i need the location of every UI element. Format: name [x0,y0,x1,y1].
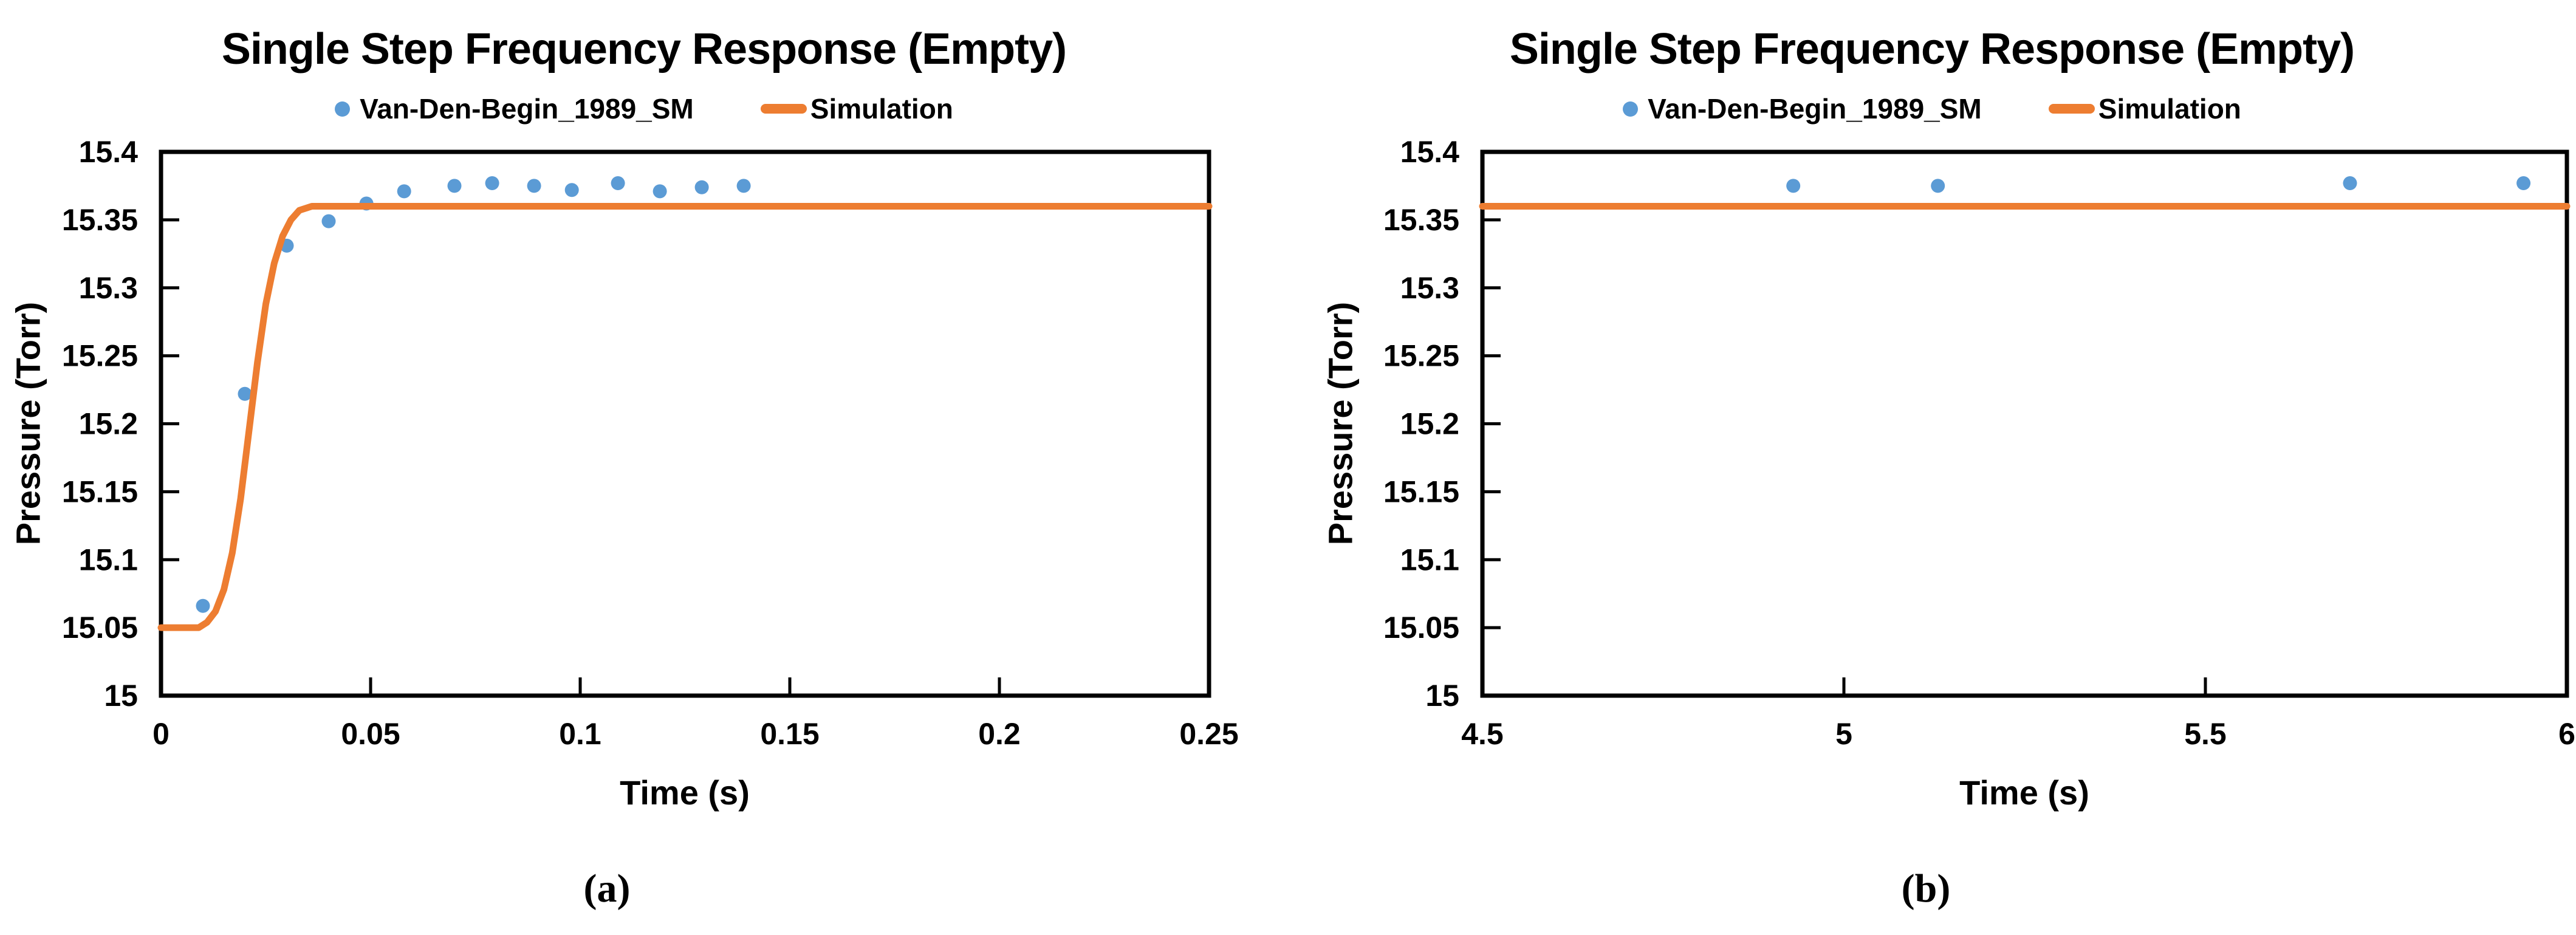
y-axis-title: Pressure (Torr) [1321,301,1360,546]
y-tick-label: 15.15 [1383,474,1459,509]
legend-item-experiment: Van-Den-Begin_1989_SM [335,92,694,125]
x-tick-label: 4.5 [1461,717,1504,751]
data-point [447,179,462,193]
legend-label: Simulation [810,93,953,125]
y-tick-label: 15.3 [79,271,138,305]
scatter-marker-icon [335,101,351,117]
y-tick-label: 15 [1425,679,1459,713]
y-axis-title: Pressure (Torr) [9,301,47,546]
plot-area: 15 15.05 15.1 15.15 15.2 15.25 15.3 15.35 15.4 4.… [1383,135,2575,751]
x-tick-label: 6 [2558,717,2575,751]
y-tick-label: 15.4 [79,135,139,169]
data-point [564,183,579,197]
y-tick-label: 15.4 [1400,135,1460,169]
data-point [485,176,499,190]
y-tick-label: 15.35 [1383,203,1459,237]
line-marker-icon [760,104,807,114]
scatter-marker-icon [1623,101,1639,117]
data-point [1786,179,1801,193]
y-tick-label: 15.05 [1383,611,1459,645]
chart-title: Single Step Frequency Response (Empty) [1509,25,2355,74]
panel-letter-label: (a) [583,866,631,911]
x-tick-label: 5.5 [2184,717,2227,751]
x-tick-label: 0.2 [978,717,1021,751]
legend-item-experiment: Van-Den-Begin_1989_SM [1623,92,1982,125]
legend-item-simulation: Simulation [2048,92,2241,125]
legend: Van-Den-Begin_1989_SM Simulation [0,92,1288,125]
legend-label: Van-Den-Begin_1989_SM [360,93,694,125]
y-tick-label: 15.15 [62,474,138,509]
plot-border [1480,149,2569,698]
x-axis-title: Time (s) [1959,773,2089,812]
line-marker-icon [2048,104,2095,114]
data-point [2516,176,2531,190]
y-tick-label: 15.1 [1400,543,1459,577]
legend-item-simulation: Simulation [760,92,953,125]
data-point [321,214,336,228]
x-axis-title: Time (s) [620,773,750,812]
y-tick-label: 15.2 [1400,407,1459,441]
panel-a: Single Step Frequency Response (Empty) V… [0,25,1288,911]
plot-area: 15 15.05 15.1 15.15 15.2 15.25 15.3 15.35 15.4 0 0… [62,135,1239,751]
legend: Van-Den-Begin_1989_SM Simulation [1288,92,2576,125]
panel-letter-label: (b) [1901,866,1951,911]
data-point [694,180,709,194]
simulation-line [157,203,1213,631]
data-point [653,184,667,199]
y-tick-label: 15 [104,679,138,713]
y-tick-label: 15.05 [62,611,138,645]
y-tick-label: 15.25 [62,339,138,373]
y-tick-label: 15.3 [1400,271,1459,305]
x-tick-label: 0.25 [1179,717,1238,751]
data-point [1931,179,1945,193]
legend-label: Van-Den-Begin_1989_SM [1648,93,1982,125]
data-point [238,386,252,401]
x-tick-label: 0.15 [760,717,819,751]
data-point [196,598,210,613]
chart-title: Single Step Frequency Response (Empty) [221,25,1067,74]
plot-border [159,149,1211,698]
data-point [611,176,625,190]
data-point [736,179,751,193]
y-tick-label: 15.25 [1383,339,1459,373]
x-tick-label: 0.05 [341,717,400,751]
y-tick-label: 15.35 [62,203,138,237]
data-point [527,179,541,193]
y-tick-label: 15.1 [79,543,138,577]
data-point [2343,176,2357,190]
x-tick-label: 5 [1835,717,1852,751]
x-tick-label: 0.1 [559,717,601,751]
data-point [397,184,411,199]
panel-b: Single Step Frequency Response (Empty) V… [1288,0,2576,935]
legend-label: Simulation [2098,93,2241,125]
y-tick-label: 15.2 [79,407,138,441]
x-tick-label: 0 [152,717,170,751]
